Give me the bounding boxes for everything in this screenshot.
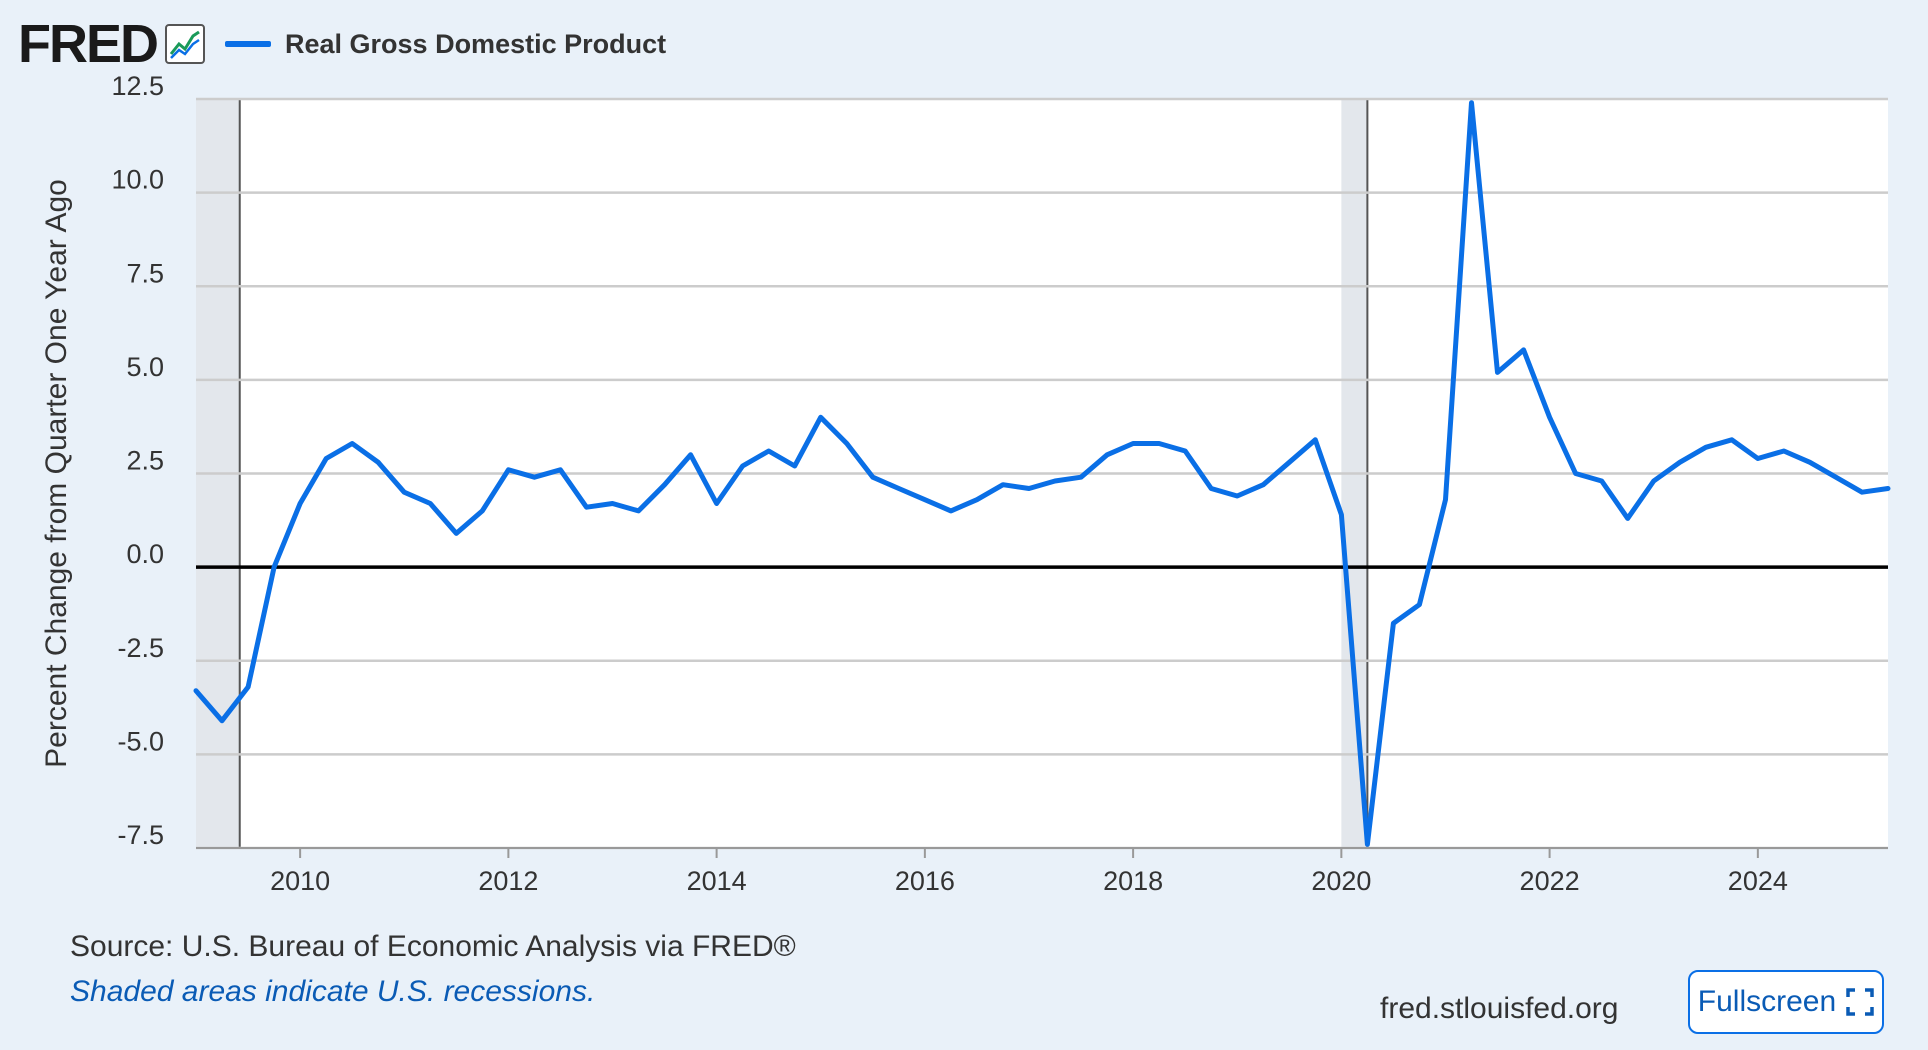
- y-tick-label: -2.5: [117, 633, 164, 663]
- series-line: [193, 100, 1891, 847]
- y-tick-label: 5.0: [126, 352, 164, 382]
- legend-label: Real Gross Domestic Product: [285, 28, 667, 59]
- y-tick-label: -7.5: [117, 820, 164, 850]
- x-tick-label: 2020: [1311, 866, 1371, 896]
- source-note: Source: U.S. Bureau of Economic Analysis…: [70, 930, 796, 963]
- recession-note: Shaded areas indicate U.S. recessions.: [70, 975, 596, 1008]
- y-tick-label: 12.5: [111, 71, 164, 101]
- x-tick-label: 2012: [478, 866, 538, 896]
- expand-corners-icon: [1846, 988, 1874, 1016]
- x-tick-label: 2024: [1728, 866, 1788, 896]
- x-tick-label: 2014: [687, 866, 747, 896]
- y-tick-label: 7.5: [126, 258, 164, 288]
- legend-swatch: [225, 41, 271, 47]
- y-tick-label: 10.0: [111, 165, 164, 195]
- y-axis-label: Percent Change from Quarter One Year Ago: [40, 179, 73, 768]
- x-tick-label: 2022: [1520, 866, 1580, 896]
- y-tick-label: 0.0: [126, 539, 164, 569]
- y-tick-label: -5.0: [117, 726, 164, 756]
- line-chart-icon: [165, 24, 205, 64]
- chart-header: FRED Real Gross Domestic Product: [18, 14, 666, 74]
- x-tick-label: 2016: [895, 866, 955, 896]
- y-tick-label: 2.5: [126, 446, 164, 476]
- x-tick-label: 2010: [270, 866, 330, 896]
- fred-logo[interactable]: FRED: [18, 14, 159, 74]
- fullscreen-button[interactable]: Fullscreen: [1688, 970, 1884, 1034]
- x-tick-label: 2018: [1103, 866, 1163, 896]
- site-url[interactable]: fred.stlouisfed.org: [1380, 992, 1619, 1025]
- fullscreen-label: Fullscreen: [1697, 985, 1837, 1018]
